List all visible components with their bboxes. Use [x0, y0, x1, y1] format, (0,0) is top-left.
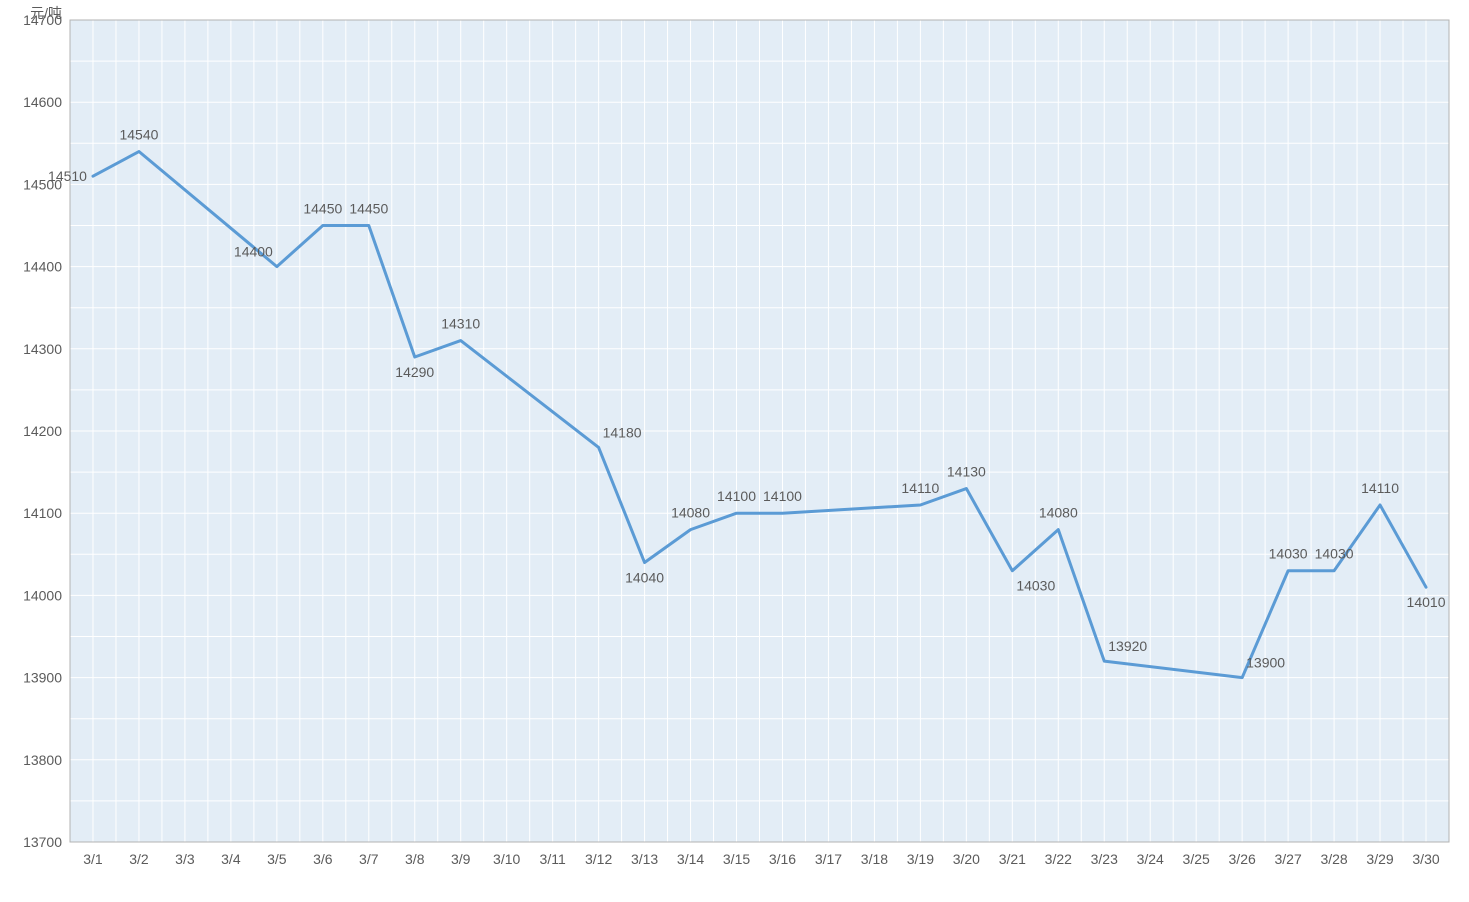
data-label: 14130: [947, 464, 986, 480]
data-label: 14040: [625, 570, 664, 586]
y-tick-label: 13800: [23, 752, 62, 768]
x-tick-label: 3/22: [1045, 851, 1072, 867]
x-tick-label: 3/23: [1091, 851, 1118, 867]
y-tick-label: 14600: [23, 94, 62, 110]
x-tick-label: 3/21: [999, 851, 1026, 867]
data-label: 14510: [48, 168, 87, 184]
x-tick-label: 3/28: [1320, 851, 1347, 867]
x-tick-label: 3/6: [313, 851, 333, 867]
y-tick-label: 14300: [23, 341, 62, 357]
x-tick-label: 3/4: [221, 851, 241, 867]
x-tick-label: 3/10: [493, 851, 520, 867]
x-tick-label: 3/9: [451, 851, 471, 867]
data-label: 14030: [1016, 578, 1055, 594]
data-label: 14110: [901, 480, 939, 496]
x-tick-label: 3/17: [815, 851, 842, 867]
data-label: 14010: [1407, 594, 1446, 610]
x-tick-label: 3/19: [907, 851, 934, 867]
x-tick-label: 3/15: [723, 851, 750, 867]
x-tick-label: 3/20: [953, 851, 980, 867]
data-label: 14080: [1039, 505, 1078, 521]
data-label: 14110: [1361, 480, 1399, 496]
x-tick-label: 3/29: [1366, 851, 1393, 867]
x-tick-label: 3/3: [175, 851, 195, 867]
data-label: 14080: [671, 505, 710, 521]
x-tick-label: 3/12: [585, 851, 612, 867]
data-label: 14290: [395, 364, 434, 380]
data-label: 14310: [441, 316, 480, 332]
chart-svg: 13700 13800 13900 14000 14100 14200 14300 14400…: [0, 0, 1469, 902]
y-tick-label: 13900: [23, 670, 62, 686]
x-tick-label: 3/14: [677, 851, 704, 867]
data-label: 14450: [303, 201, 342, 217]
x-tick-label: 3/13: [631, 851, 658, 867]
data-label: 14400: [234, 244, 273, 260]
x-tick-label: 3/8: [405, 851, 425, 867]
x-tick-label: 3/1: [83, 851, 103, 867]
data-label: 14030: [1315, 546, 1354, 562]
x-tick-label: 3/27: [1274, 851, 1301, 867]
x-tick-label: 3/11: [540, 851, 566, 867]
x-tick-label: 3/18: [861, 851, 888, 867]
x-tick-label: 3/26: [1229, 851, 1256, 867]
x-tick-label: 3/2: [129, 851, 149, 867]
data-label: 14540: [119, 127, 158, 143]
x-tick-label: 3/25: [1183, 851, 1210, 867]
y-tick-label: 14000: [23, 587, 62, 603]
y-tick-label: 14200: [23, 423, 62, 439]
data-label: 13900: [1246, 655, 1285, 671]
data-label: 14100: [717, 488, 756, 504]
data-label: 14030: [1269, 546, 1308, 562]
y-tick-label: 13700: [23, 834, 62, 850]
data-label: 14100: [763, 488, 802, 504]
data-label: 13920: [1108, 638, 1147, 654]
x-tick-label: 3/24: [1137, 851, 1164, 867]
x-tick-label: 3/7: [359, 851, 379, 867]
data-label: 14450: [349, 201, 388, 217]
x-tick-label: 3/16: [769, 851, 796, 867]
x-tick-label: 3/5: [267, 851, 287, 867]
grid: [70, 20, 1449, 842]
y-axis-unit: 元/吨: [30, 5, 62, 21]
y-tick-label: 14400: [23, 259, 62, 275]
price-line-chart: 13700 13800 13900 14000 14100 14200 14300 14400…: [0, 0, 1469, 902]
data-label: 14180: [603, 424, 642, 440]
y-tick-label: 14100: [23, 505, 62, 521]
x-tick-label: 3/30: [1412, 851, 1439, 867]
